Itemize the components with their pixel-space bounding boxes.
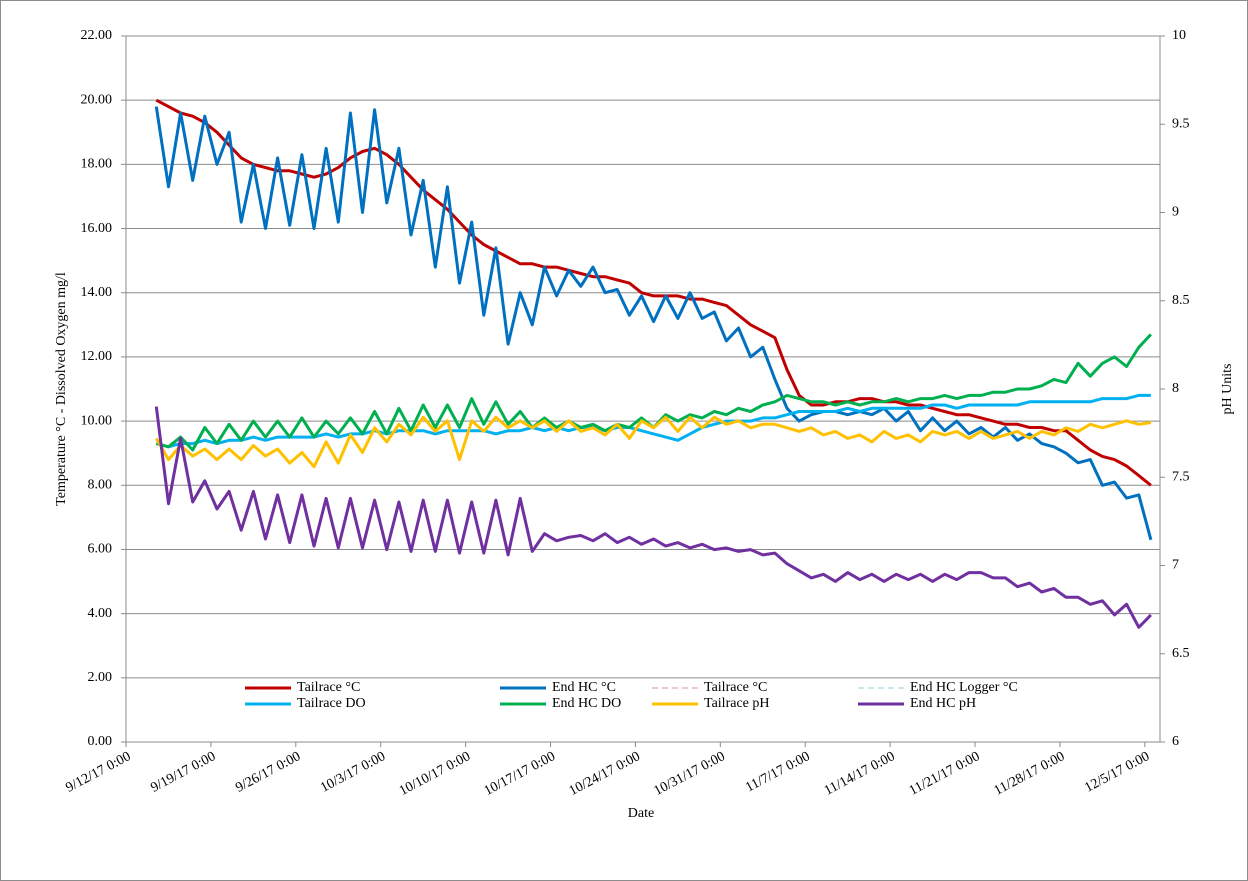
series-line [154, 406, 1152, 629]
y-tick-label: 8.00 [88, 477, 113, 492]
y-tick-label: 22.00 [81, 28, 113, 43]
y2-axis-title: pH Units [1220, 364, 1235, 415]
y-tick-label: 12.00 [81, 349, 113, 364]
legend-label: End HC pH [910, 696, 976, 711]
legend-label: Tailrace DO [297, 696, 366, 711]
x-axis-title: Date [628, 806, 654, 821]
legend-label: End HC DO [552, 696, 621, 711]
y-tick-label: 16.00 [81, 221, 113, 236]
legend-label: Tailrace °C [704, 680, 767, 695]
y-tick-label: 14.00 [81, 285, 113, 300]
y-tick-label: 2.00 [88, 670, 113, 685]
series-line [155, 393, 1151, 449]
legend-label: Tailrace pH [704, 696, 769, 711]
y2-tick-label: 8 [1172, 381, 1179, 396]
y-tick-label: 20.00 [81, 92, 113, 107]
y-tick-label: 18.00 [81, 157, 113, 172]
legend-label: End HC Logger °C [910, 680, 1018, 695]
y-tick-label: 0.00 [88, 734, 113, 749]
y2-tick-label: 6 [1172, 734, 1179, 749]
y2-tick-label: 10 [1172, 28, 1186, 43]
y2-tick-label: 7 [1172, 558, 1179, 573]
series-line [154, 415, 1152, 469]
y-tick-label: 6.00 [88, 542, 113, 557]
y2-tick-label: 6.5 [1172, 646, 1190, 661]
y2-tick-label: 7.5 [1172, 469, 1190, 484]
y2-tick-label: 8.5 [1172, 293, 1190, 308]
legend-label: Tailrace °C [297, 680, 360, 695]
legend-label: End HC °C [552, 680, 616, 695]
y2-tick-label: 9 [1172, 205, 1179, 220]
y-tick-label: 4.00 [88, 606, 113, 621]
series-line [154, 106, 1153, 541]
y2-tick-label: 9.5 [1172, 116, 1190, 131]
y-axis-title: Temperature °C - Dissolved Oxygen mg/l [54, 272, 69, 506]
y-tick-label: 10.00 [81, 413, 113, 428]
